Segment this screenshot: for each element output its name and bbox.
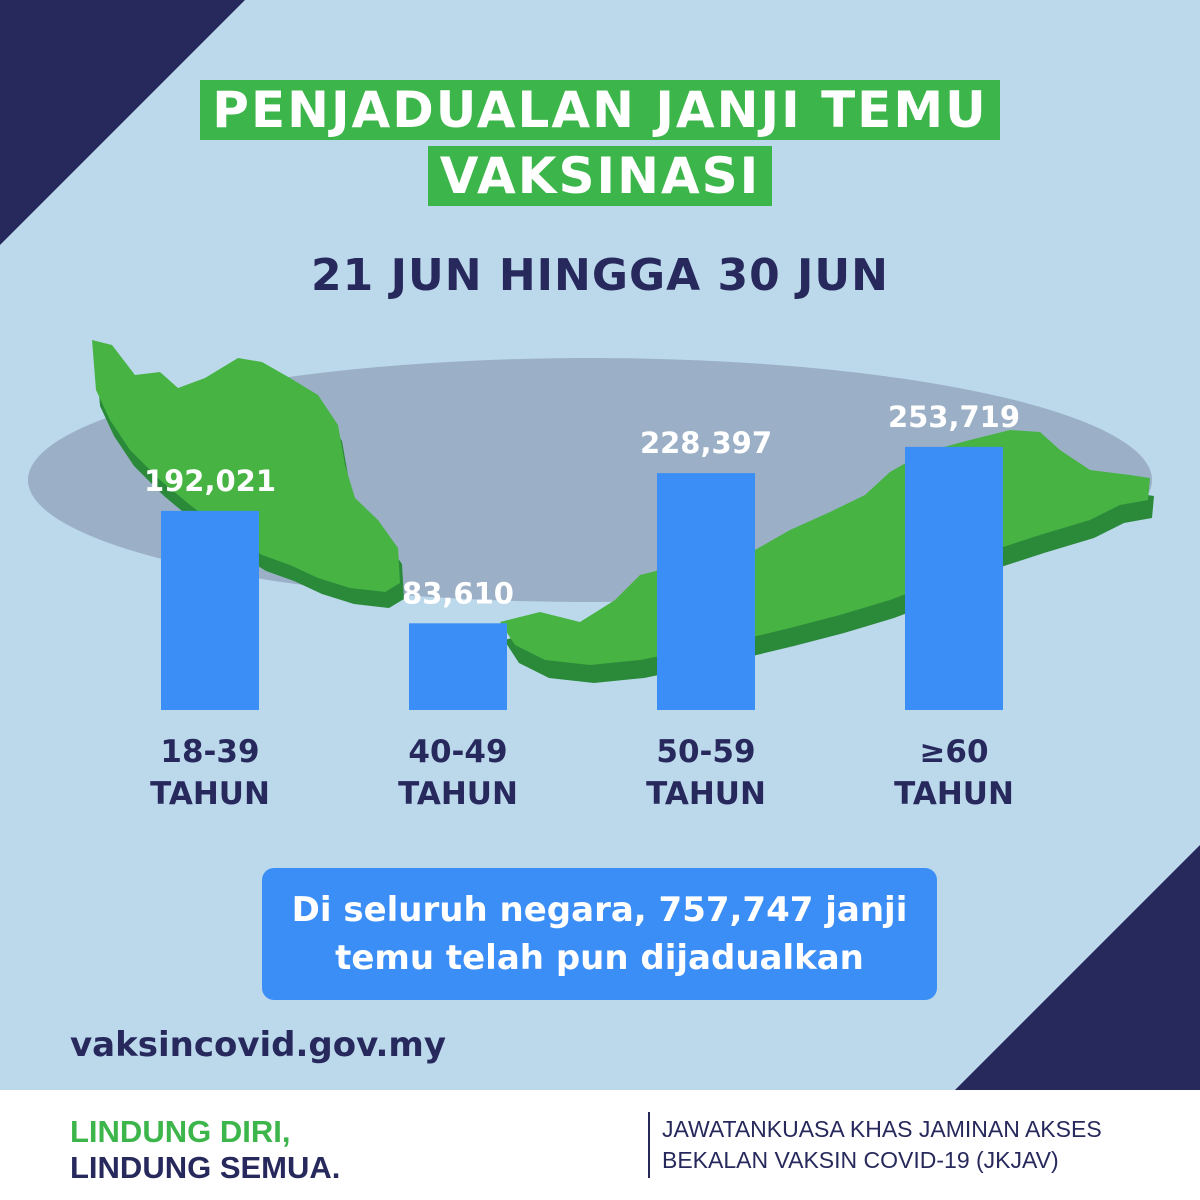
website-url: vaksincovid.gov.my <box>70 1025 446 1065</box>
summary-line-2: temu telah pun dijadualkan <box>335 938 864 978</box>
title-line-1: PENJADUALAN JANJI TEMU <box>200 80 1000 140</box>
bar-3 <box>657 473 755 710</box>
category-label-1: 18-39 TAHUN <box>150 734 270 812</box>
category-label-2: 40-49 TAHUN <box>398 734 518 812</box>
bar-value-label-4: 253,719 <box>888 400 1020 434</box>
bar-value-label-2: 83,610 <box>402 576 514 610</box>
slogan: LINDUNG DIRI, LINDUNG SEMUA. <box>70 1114 340 1186</box>
category-label-4: ≥60 TAHUN <box>894 734 1014 812</box>
organisation-name: JAWATANKUASA KHAS JAMINAN AKSES BEKALAN … <box>662 1114 1102 1176</box>
org-line-2: BEKALAN VAKSIN COVID-19 (JKJAV) <box>662 1147 1059 1173</box>
title-line-2: VAKSINASI <box>427 146 773 206</box>
bar-value-label-3: 228,397 <box>640 426 772 460</box>
corner-triangle-bottom-right <box>955 845 1200 1090</box>
corner-triangle-top-left <box>0 0 245 245</box>
slogan-line-2: LINDUNG SEMUA. <box>70 1150 341 1185</box>
org-line-1: JAWATANKUASA KHAS JAMINAN AKSES <box>662 1116 1102 1142</box>
footer-bar <box>0 1090 1200 1200</box>
bar-4 <box>905 446 1003 710</box>
category-label-3: 50-59 TAHUN <box>646 734 766 812</box>
title-block: PENJADUALAN JANJI TEMU VAKSINASI <box>0 80 1200 206</box>
summary-line-1: Di seluruh negara, 757,747 janji <box>291 890 908 930</box>
footer-divider <box>648 1112 650 1178</box>
bar-1 <box>161 510 259 710</box>
summary-banner: Di seluruh negara, 757,747 janji temu te… <box>262 868 937 1000</box>
date-range-subtitle: 21 JUN HINGGA 30 JUN <box>311 250 889 301</box>
bar-value-label-1: 192,021 <box>144 464 276 498</box>
bar-2 <box>409 623 507 710</box>
slogan-line-1: LINDUNG DIRI, <box>70 1114 291 1149</box>
